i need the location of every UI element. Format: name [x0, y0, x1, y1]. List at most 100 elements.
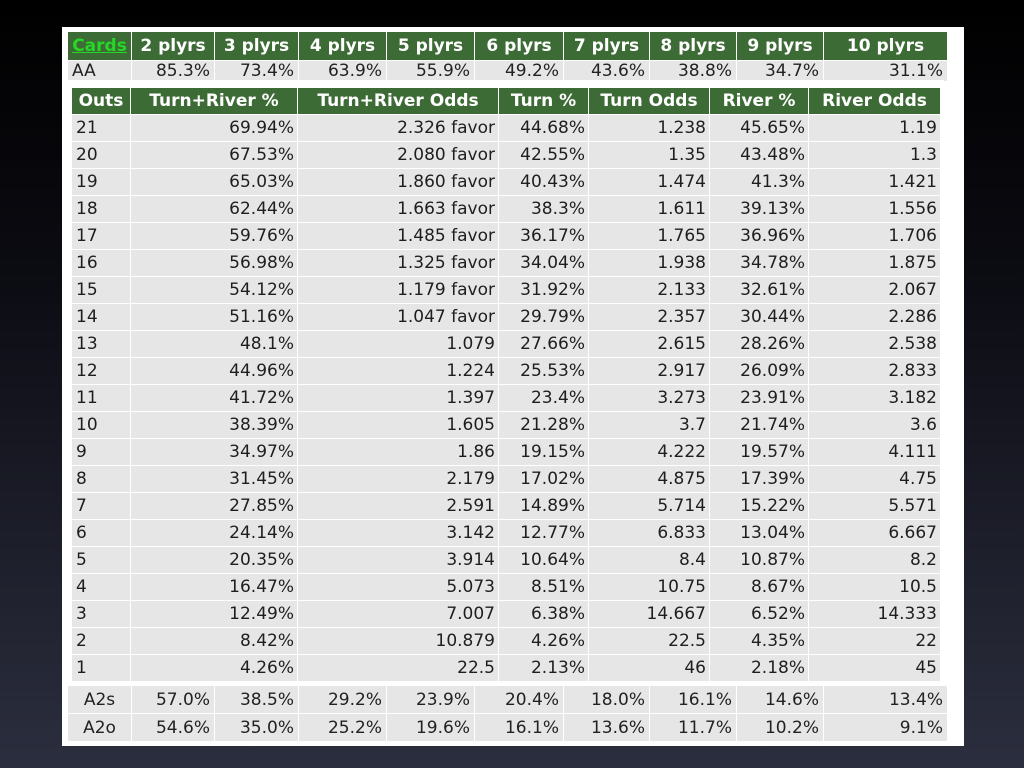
- table-cell: 4.222: [588, 438, 710, 466]
- table-cell: 35.0%: [214, 713, 299, 742]
- players-column-header: 3 plyrs: [214, 31, 299, 61]
- table-cell: 1.047 favor: [297, 303, 499, 331]
- table-cell: 38.5%: [214, 685, 299, 714]
- table-cell: 24.14%: [130, 519, 298, 547]
- table-cell: 4.26%: [130, 654, 298, 682]
- table-row: 9 34.97% 1.86 19.15% 4.222 19.57% 4.111: [71, 438, 941, 466]
- table-row: 5 20.35% 3.914 10.64% 8.4 10.87% 8.2: [71, 546, 941, 574]
- table-cell: 19.15%: [498, 438, 589, 466]
- players-column-header: 8 plyrs: [649, 31, 737, 61]
- table-cell: 1.474: [588, 168, 710, 196]
- table-cell: 1.611: [588, 195, 710, 223]
- table-cell: 2.13%: [498, 654, 589, 682]
- table-cell: 40.43%: [498, 168, 589, 196]
- table-cell: 49.2%: [474, 60, 564, 82]
- table-row: 16 56.98% 1.325 favor 34.04% 1.938 34.78% 1.87…: [71, 249, 941, 277]
- table-row: 21 69.94% 2.326 favor 44.68% 1.238 45.65% 1.19: [71, 114, 941, 142]
- table-cell: 27.85%: [130, 492, 298, 520]
- table-cell: 12.49%: [130, 600, 298, 628]
- table-cell: 1.875: [808, 249, 941, 277]
- table-cell: 1.421: [808, 168, 941, 196]
- table-cell: 1.860 favor: [297, 168, 499, 196]
- table-cell: 13.04%: [709, 519, 809, 547]
- table-cell: 8: [71, 465, 131, 493]
- table-row: 7 27.85% 2.591 14.89% 5.714 15.22% 5.571: [71, 492, 941, 520]
- table-cell: 21.74%: [709, 411, 809, 439]
- table-cell: 2: [71, 627, 131, 655]
- table-cell: 10.75: [588, 573, 710, 601]
- table-cell: 30.44%: [709, 303, 809, 331]
- table-cell: 21: [71, 114, 131, 142]
- table-row: 18 62.44% 1.663 favor 38.3% 1.611 39.13% 1.556: [71, 195, 941, 223]
- table-cell: 34.97%: [130, 438, 298, 466]
- table-cell: A2s: [67, 685, 132, 714]
- players-column-header: 5 plyrs: [386, 31, 475, 61]
- table-cell: 1.224: [297, 357, 499, 385]
- table-cell: 7.007: [297, 600, 499, 628]
- table-cell: 23.91%: [709, 384, 809, 412]
- players-column-header: 4 plyrs: [298, 31, 387, 61]
- hands-table: A2s 57.0% 38.5% 29.2% 23.9% 20.4% 18.0% 16.1% 14…: [67, 685, 948, 742]
- table-cell: 15: [71, 276, 131, 304]
- outs-column-header: Turn+River %: [130, 87, 298, 115]
- table-row: 15 54.12% 1.179 favor 31.92% 2.133 32.61% 2.06…: [71, 276, 941, 304]
- table-cell: 73.4%: [214, 60, 299, 82]
- table-cell: 2.286: [808, 303, 941, 331]
- table-cell: 2.18%: [709, 654, 809, 682]
- table-cell: 1.325 favor: [297, 249, 499, 277]
- players-column-header: 9 plyrs: [736, 31, 824, 61]
- table-cell: 3.182: [808, 384, 941, 412]
- table-cell: 63.9%: [298, 60, 387, 82]
- table-cell: 34.78%: [709, 249, 809, 277]
- table-cell: 16.1%: [649, 685, 737, 714]
- table-cell: 4.26%: [498, 627, 589, 655]
- table-cell: 22.5: [588, 627, 710, 655]
- table-cell: 6.667: [808, 519, 941, 547]
- table-row: AA 85.3% 73.4% 63.9% 55.9% 49.2% 43.6% 38.8% 34.…: [67, 60, 948, 82]
- table-cell: 5: [71, 546, 131, 574]
- table-cell: 14.667: [588, 600, 710, 628]
- table-row: A2s 57.0% 38.5% 29.2% 23.9% 20.4% 18.0% 16.1% 14…: [67, 685, 948, 714]
- table-row: 8 31.45% 2.179 17.02% 4.875 17.39% 4.75: [71, 465, 941, 493]
- table-cell: 17.39%: [709, 465, 809, 493]
- table-row: 3 12.49% 7.007 6.38% 14.667 6.52% 14.333: [71, 600, 941, 628]
- cards-header-link[interactable]: Cards: [67, 31, 132, 61]
- table-cell: 4.35%: [709, 627, 809, 655]
- table-cell: 14.6%: [736, 685, 824, 714]
- table-cell: 15.22%: [709, 492, 809, 520]
- table-cell: 41.3%: [709, 168, 809, 196]
- table-cell: 23.9%: [386, 685, 475, 714]
- table-cell: 18.0%: [563, 685, 650, 714]
- table-row: 17 59.76% 1.485 favor 36.17% 1.765 36.96% 1.70…: [71, 222, 941, 250]
- players-column-header: 10 plyrs: [823, 31, 948, 61]
- table-cell: 41.72%: [130, 384, 298, 412]
- table-cell: 20.35%: [130, 546, 298, 574]
- table-cell: 38.39%: [130, 411, 298, 439]
- table-cell: 10.2%: [736, 713, 824, 742]
- table-cell: 13.6%: [563, 713, 650, 742]
- table-cell: 19.57%: [709, 438, 809, 466]
- table-cell: 1: [71, 654, 131, 682]
- table-cell: 54.6%: [131, 713, 215, 742]
- table-cell: 62.44%: [130, 195, 298, 223]
- outs-column-header: River %: [709, 87, 809, 115]
- table-cell: 3.914: [297, 546, 499, 574]
- table-cell: 44.96%: [130, 357, 298, 385]
- table-cell: 42.55%: [498, 141, 589, 169]
- table-cell: 31.1%: [823, 60, 948, 82]
- table-cell: 19: [71, 168, 131, 196]
- table-row: 20 67.53% 2.080 favor 42.55% 1.35 43.48% 1.3: [71, 141, 941, 169]
- table-cell: 38.3%: [498, 195, 589, 223]
- table-row: 2 8.42% 10.879 4.26% 22.5 4.35% 22: [71, 627, 941, 655]
- table-cell: 44.68%: [498, 114, 589, 142]
- table-cell: 6.52%: [709, 600, 809, 628]
- table-cell: 1.238: [588, 114, 710, 142]
- table-cell: 6.833: [588, 519, 710, 547]
- outs-column-header: Turn+River Odds: [297, 87, 499, 115]
- table-cell: 28.26%: [709, 330, 809, 358]
- table-cell: 1.485 favor: [297, 222, 499, 250]
- table-cell: 16.47%: [130, 573, 298, 601]
- table-cell: 9: [71, 438, 131, 466]
- table-cell: A2o: [67, 713, 132, 742]
- table-cell: 14.333: [808, 600, 941, 628]
